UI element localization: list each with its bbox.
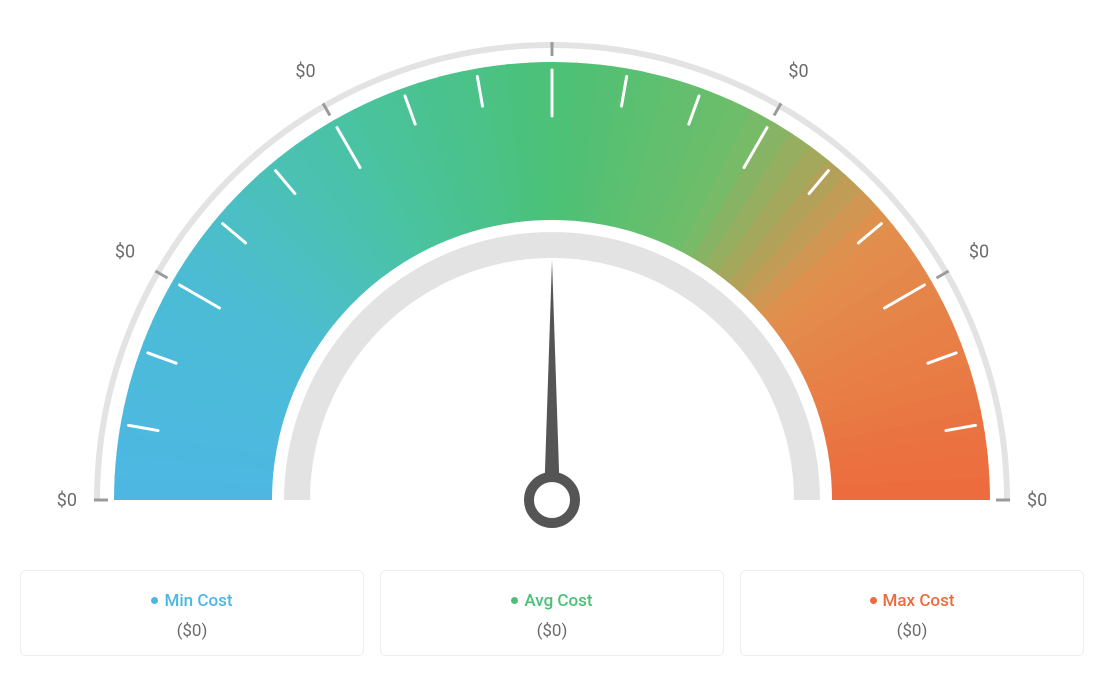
- legend-card-avg: Avg Cost ($0): [380, 570, 724, 656]
- legend-card-max: Max Cost ($0): [740, 570, 1084, 656]
- legend-value-min: ($0): [31, 621, 353, 641]
- legend-card-min: Min Cost ($0): [20, 570, 364, 656]
- gauge-svg: $0$0$0$0$0$0$0: [20, 20, 1084, 550]
- svg-text:$0: $0: [115, 242, 135, 263]
- svg-text:$0: $0: [1027, 490, 1047, 511]
- legend-label-min: Min Cost: [164, 591, 232, 611]
- legend-dot-min: [151, 597, 158, 604]
- gauge-chart: $0$0$0$0$0$0$0: [20, 20, 1084, 550]
- svg-text:$0: $0: [57, 490, 77, 511]
- legend-row: Min Cost ($0) Avg Cost ($0) Max Cost ($0…: [20, 570, 1084, 656]
- legend-value-max: ($0): [751, 621, 1073, 641]
- legend-dot-max: [870, 597, 877, 604]
- svg-text:$0: $0: [969, 242, 989, 263]
- legend-dot-avg: [511, 597, 518, 604]
- svg-text:$0: $0: [788, 61, 808, 82]
- legend-label-max: Max Cost: [883, 591, 955, 611]
- legend-label-avg: Avg Cost: [524, 591, 592, 611]
- svg-text:$0: $0: [295, 61, 315, 82]
- legend-value-avg: ($0): [391, 621, 713, 641]
